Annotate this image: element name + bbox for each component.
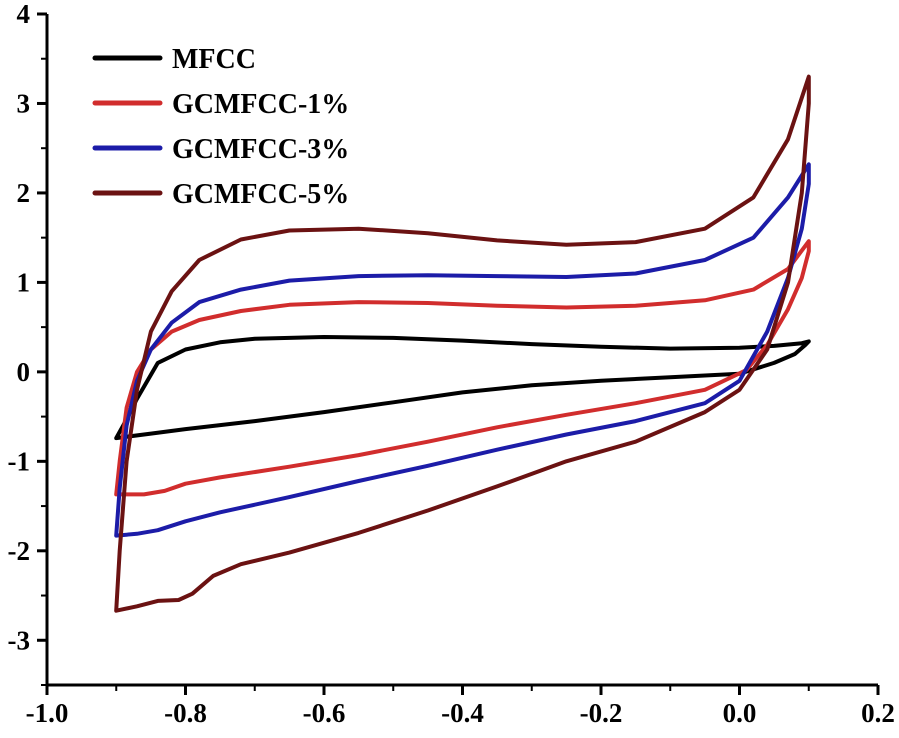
- y-tick-label: 1: [17, 267, 31, 297]
- legend-label: GCMFCC-5%: [172, 179, 349, 210]
- legend-label: MFCC: [172, 44, 256, 75]
- series-line-2: [114, 162, 811, 538]
- y-tick-label: 2: [17, 178, 31, 208]
- x-tick-label: -0.2: [580, 698, 623, 728]
- y-tick-label: -3: [8, 625, 31, 655]
- y-tick-label: 3: [17, 88, 31, 118]
- y-tick-label: 4: [17, 0, 31, 29]
- axes: -1.0 -0.8 -0.6 -0.4 -0.2 0.0 0.2 -3 -2 -1 0 1 2 3 4: [8, 0, 895, 728]
- series-line-1: [114, 239, 811, 497]
- x-tick-label: -0.8: [164, 698, 207, 728]
- x-tick-label: -1.0: [26, 698, 69, 728]
- legend-label: GCMFCC-3%: [172, 134, 349, 165]
- legend-label: GCMFCC-1%: [172, 89, 349, 120]
- series-line-3: [114, 74, 811, 613]
- y-tick-label: -2: [8, 536, 31, 566]
- series-layer: [114, 74, 811, 613]
- x-tick-label: 0.0: [723, 698, 757, 728]
- x-tick-label: -0.4: [441, 698, 484, 728]
- legend: MFCC GCMFCC-1% GCMFCC-3% GCMFCC-5%: [92, 44, 349, 210]
- y-tick-label: 0: [17, 357, 31, 387]
- y-tick-label: -1: [8, 446, 31, 476]
- x-tick-label: -0.6: [303, 698, 346, 728]
- series-line-0: [114, 335, 811, 441]
- x-tick-label: 0.2: [861, 698, 895, 728]
